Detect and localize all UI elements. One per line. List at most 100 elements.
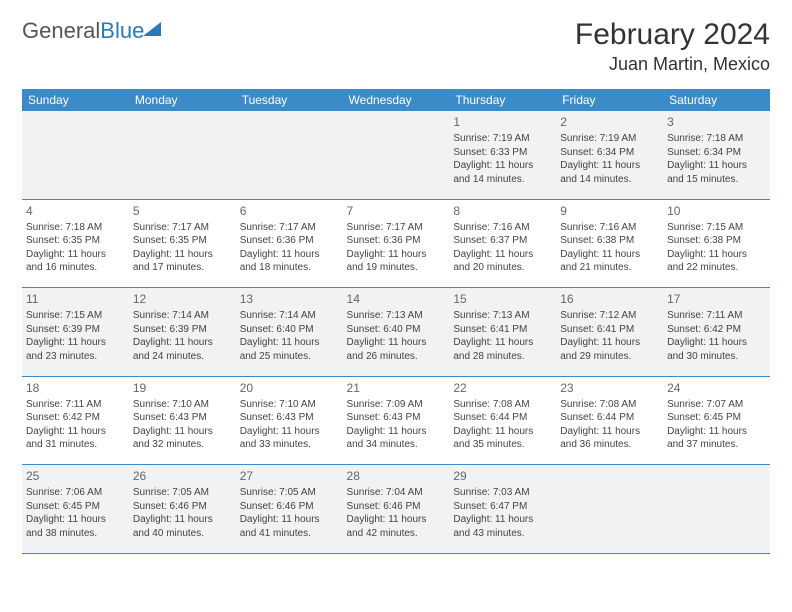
day-number: 26 xyxy=(133,468,232,484)
calendar-cell: 19Sunrise: 7:10 AMSunset: 6:43 PMDayligh… xyxy=(129,377,236,465)
calendar-cell: 12Sunrise: 7:14 AMSunset: 6:39 PMDayligh… xyxy=(129,288,236,376)
calendar-cell: 9Sunrise: 7:16 AMSunset: 6:38 PMDaylight… xyxy=(556,200,663,288)
day-number: 11 xyxy=(26,291,125,307)
daylight-text: Daylight: 11 hours xyxy=(667,159,766,173)
title-block: February 2024 Juan Martin, Mexico xyxy=(575,18,770,75)
daylight-text: and 20 minutes. xyxy=(453,261,552,275)
daylight-text: Daylight: 11 hours xyxy=(667,425,766,439)
day-number: 5 xyxy=(133,203,232,219)
calendar-cell xyxy=(343,111,450,199)
calendar-cell: 15Sunrise: 7:13 AMSunset: 6:41 PMDayligh… xyxy=(449,288,556,376)
sunset-text: Sunset: 6:43 PM xyxy=(347,411,446,425)
sunset-text: Sunset: 6:43 PM xyxy=(240,411,339,425)
sunrise-text: Sunrise: 7:17 AM xyxy=(347,221,446,235)
daylight-text: Daylight: 11 hours xyxy=(453,513,552,527)
sunset-text: Sunset: 6:41 PM xyxy=(453,323,552,337)
calendar-week: 4Sunrise: 7:18 AMSunset: 6:35 PMDaylight… xyxy=(22,200,770,288)
daylight-text: and 32 minutes. xyxy=(133,438,232,452)
calendar-cell: 10Sunrise: 7:15 AMSunset: 6:38 PMDayligh… xyxy=(663,200,770,288)
sunrise-text: Sunrise: 7:15 AM xyxy=(667,221,766,235)
day-number: 18 xyxy=(26,380,125,396)
sunrise-text: Sunrise: 7:10 AM xyxy=(240,398,339,412)
sunset-text: Sunset: 6:36 PM xyxy=(240,234,339,248)
weekday-header: Monday xyxy=(129,89,236,111)
daylight-text: Daylight: 11 hours xyxy=(667,248,766,262)
daylight-text: Daylight: 11 hours xyxy=(667,336,766,350)
calendar-cell: 1Sunrise: 7:19 AMSunset: 6:33 PMDaylight… xyxy=(449,111,556,199)
logo-word-2: Blue xyxy=(100,18,144,43)
daylight-text: Daylight: 11 hours xyxy=(453,425,552,439)
sunrise-text: Sunrise: 7:17 AM xyxy=(240,221,339,235)
daylight-text: and 43 minutes. xyxy=(453,527,552,541)
sunrise-text: Sunrise: 7:09 AM xyxy=(347,398,446,412)
daylight-text: Daylight: 11 hours xyxy=(453,336,552,350)
daylight-text: and 22 minutes. xyxy=(667,261,766,275)
week-divider xyxy=(22,553,770,554)
day-number: 3 xyxy=(667,114,766,130)
sunset-text: Sunset: 6:35 PM xyxy=(133,234,232,248)
daylight-text: Daylight: 11 hours xyxy=(453,159,552,173)
daylight-text: Daylight: 11 hours xyxy=(26,425,125,439)
daylight-text: Daylight: 11 hours xyxy=(26,513,125,527)
calendar-cell: 26Sunrise: 7:05 AMSunset: 6:46 PMDayligh… xyxy=(129,465,236,553)
sunrise-text: Sunrise: 7:13 AM xyxy=(453,309,552,323)
calendar-cell: 16Sunrise: 7:12 AMSunset: 6:41 PMDayligh… xyxy=(556,288,663,376)
daylight-text: Daylight: 11 hours xyxy=(347,425,446,439)
sunrise-text: Sunrise: 7:08 AM xyxy=(560,398,659,412)
sunset-text: Sunset: 6:41 PM xyxy=(560,323,659,337)
sunrise-text: Sunrise: 7:05 AM xyxy=(133,486,232,500)
day-number: 2 xyxy=(560,114,659,130)
sunset-text: Sunset: 6:43 PM xyxy=(133,411,232,425)
daylight-text: Daylight: 11 hours xyxy=(240,513,339,527)
weekday-header: Tuesday xyxy=(236,89,343,111)
day-number: 21 xyxy=(347,380,446,396)
sunrise-text: Sunrise: 7:07 AM xyxy=(667,398,766,412)
daylight-text: and 38 minutes. xyxy=(26,527,125,541)
calendar-week: 25Sunrise: 7:06 AMSunset: 6:45 PMDayligh… xyxy=(22,465,770,553)
daylight-text: Daylight: 11 hours xyxy=(560,159,659,173)
sunset-text: Sunset: 6:35 PM xyxy=(26,234,125,248)
sunset-text: Sunset: 6:36 PM xyxy=(347,234,446,248)
sunrise-text: Sunrise: 7:16 AM xyxy=(453,221,552,235)
calendar-table: SundayMondayTuesdayWednesdayThursdayFrid… xyxy=(22,89,770,554)
day-number: 8 xyxy=(453,203,552,219)
day-number: 17 xyxy=(667,291,766,307)
calendar-cell: 11Sunrise: 7:15 AMSunset: 6:39 PMDayligh… xyxy=(22,288,129,376)
logo: GeneralBlue xyxy=(22,18,161,44)
calendar-cell: 17Sunrise: 7:11 AMSunset: 6:42 PMDayligh… xyxy=(663,288,770,376)
calendar-cell: 29Sunrise: 7:03 AMSunset: 6:47 PMDayligh… xyxy=(449,465,556,553)
daylight-text: and 18 minutes. xyxy=(240,261,339,275)
sunset-text: Sunset: 6:46 PM xyxy=(133,500,232,514)
daylight-text: Daylight: 11 hours xyxy=(347,336,446,350)
daylight-text: Daylight: 11 hours xyxy=(240,248,339,262)
sunset-text: Sunset: 6:45 PM xyxy=(667,411,766,425)
daylight-text: and 14 minutes. xyxy=(560,173,659,187)
daylight-text: Daylight: 11 hours xyxy=(453,248,552,262)
day-number: 9 xyxy=(560,203,659,219)
day-number: 12 xyxy=(133,291,232,307)
location-label: Juan Martin, Mexico xyxy=(575,54,770,75)
calendar-week: 11Sunrise: 7:15 AMSunset: 6:39 PMDayligh… xyxy=(22,288,770,376)
day-number: 27 xyxy=(240,468,339,484)
calendar-cell: 5Sunrise: 7:17 AMSunset: 6:35 PMDaylight… xyxy=(129,200,236,288)
calendar-cell: 27Sunrise: 7:05 AMSunset: 6:46 PMDayligh… xyxy=(236,465,343,553)
calendar-body: 1Sunrise: 7:19 AMSunset: 6:33 PMDaylight… xyxy=(22,111,770,554)
daylight-text: and 16 minutes. xyxy=(26,261,125,275)
weekday-header: Sunday xyxy=(22,89,129,111)
sunrise-text: Sunrise: 7:08 AM xyxy=(453,398,552,412)
daylight-text: Daylight: 11 hours xyxy=(26,248,125,262)
daylight-text: and 41 minutes. xyxy=(240,527,339,541)
daylight-text: and 37 minutes. xyxy=(667,438,766,452)
daylight-text: Daylight: 11 hours xyxy=(240,336,339,350)
daylight-text: and 15 minutes. xyxy=(667,173,766,187)
day-number: 22 xyxy=(453,380,552,396)
daylight-text: and 28 minutes. xyxy=(453,350,552,364)
sunrise-text: Sunrise: 7:18 AM xyxy=(667,132,766,146)
weekday-header: Thursday xyxy=(449,89,556,111)
day-number: 4 xyxy=(26,203,125,219)
sunset-text: Sunset: 6:37 PM xyxy=(453,234,552,248)
daylight-text: and 30 minutes. xyxy=(667,350,766,364)
calendar-cell: 13Sunrise: 7:14 AMSunset: 6:40 PMDayligh… xyxy=(236,288,343,376)
sunrise-text: Sunrise: 7:10 AM xyxy=(133,398,232,412)
month-title: February 2024 xyxy=(575,18,770,52)
